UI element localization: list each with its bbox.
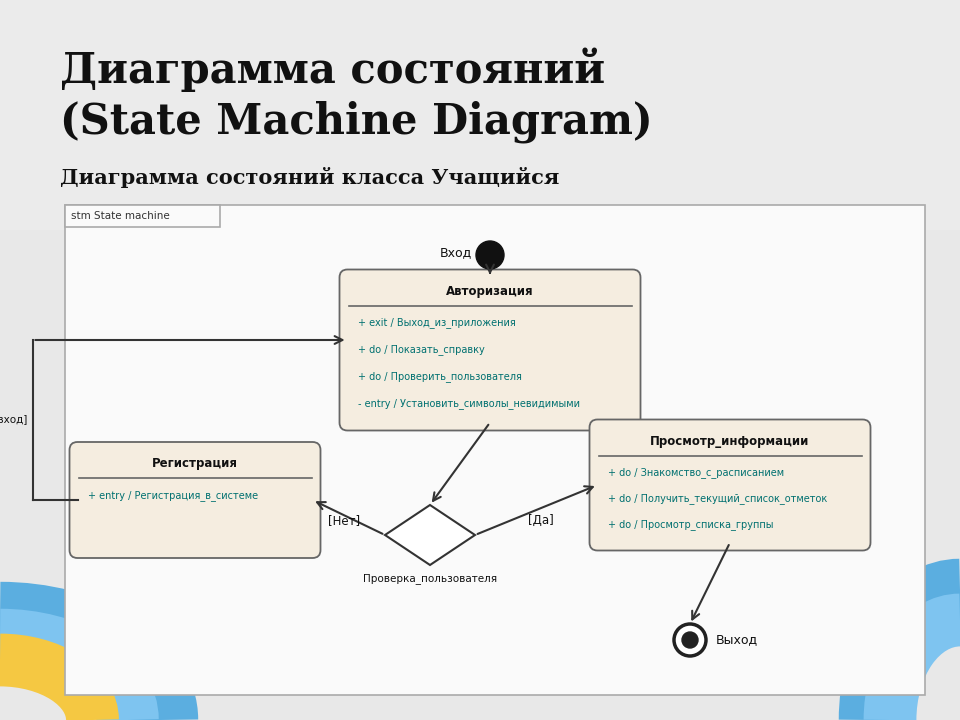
Circle shape: [682, 632, 698, 648]
Text: Диаграмма состояний класса Учащийся: Диаграмма состояний класса Учащийся: [60, 168, 560, 189]
Text: (State Machine Diagram): (State Machine Diagram): [60, 101, 653, 143]
FancyBboxPatch shape: [340, 269, 640, 431]
Text: Регистрация: Регистрация: [152, 457, 238, 470]
Polygon shape: [385, 505, 475, 565]
Text: + do / Знакомство_с_расписанием: + do / Знакомство_с_расписанием: [608, 467, 783, 478]
Text: Выход: Выход: [716, 634, 758, 647]
Text: Авторизация: Авторизация: [446, 285, 534, 298]
Circle shape: [674, 624, 706, 656]
Text: stm State machine: stm State machine: [71, 211, 170, 221]
Text: + do / Просмотр_списка_группы: + do / Просмотр_списка_группы: [608, 519, 773, 530]
Text: [Повторить-вход]: [Повторить-вход]: [0, 415, 28, 425]
Text: + exit / Выход_из_приложения: + exit / Выход_из_приложения: [357, 318, 516, 328]
FancyBboxPatch shape: [65, 205, 925, 695]
Text: [Да]: [Да]: [528, 514, 554, 527]
FancyBboxPatch shape: [69, 442, 321, 558]
Text: + do / Проверить_пользователя: + do / Проверить_пользователя: [357, 371, 521, 382]
Text: Вход: Вход: [440, 246, 472, 259]
Text: [Нет]: [Нет]: [327, 514, 360, 527]
FancyBboxPatch shape: [589, 420, 871, 551]
Circle shape: [476, 241, 504, 269]
Text: + entry / Регистрация_в_системе: + entry / Регистрация_в_системе: [87, 490, 257, 501]
Text: Просмотр_информации: Просмотр_информации: [650, 435, 809, 448]
FancyBboxPatch shape: [0, 0, 960, 230]
Text: + do / Показать_справку: + do / Показать_справку: [357, 344, 484, 355]
Text: Диаграмма состояний: Диаграмма состояний: [60, 48, 605, 92]
FancyBboxPatch shape: [65, 205, 220, 227]
Text: - entry / Установить_символы_невидимыми: - entry / Установить_символы_невидимыми: [357, 397, 580, 409]
Text: Проверка_пользователя: Проверка_пользователя: [363, 573, 497, 584]
Text: + do / Получить_текущий_список_отметок: + do / Получить_текущий_список_отметок: [608, 493, 827, 504]
